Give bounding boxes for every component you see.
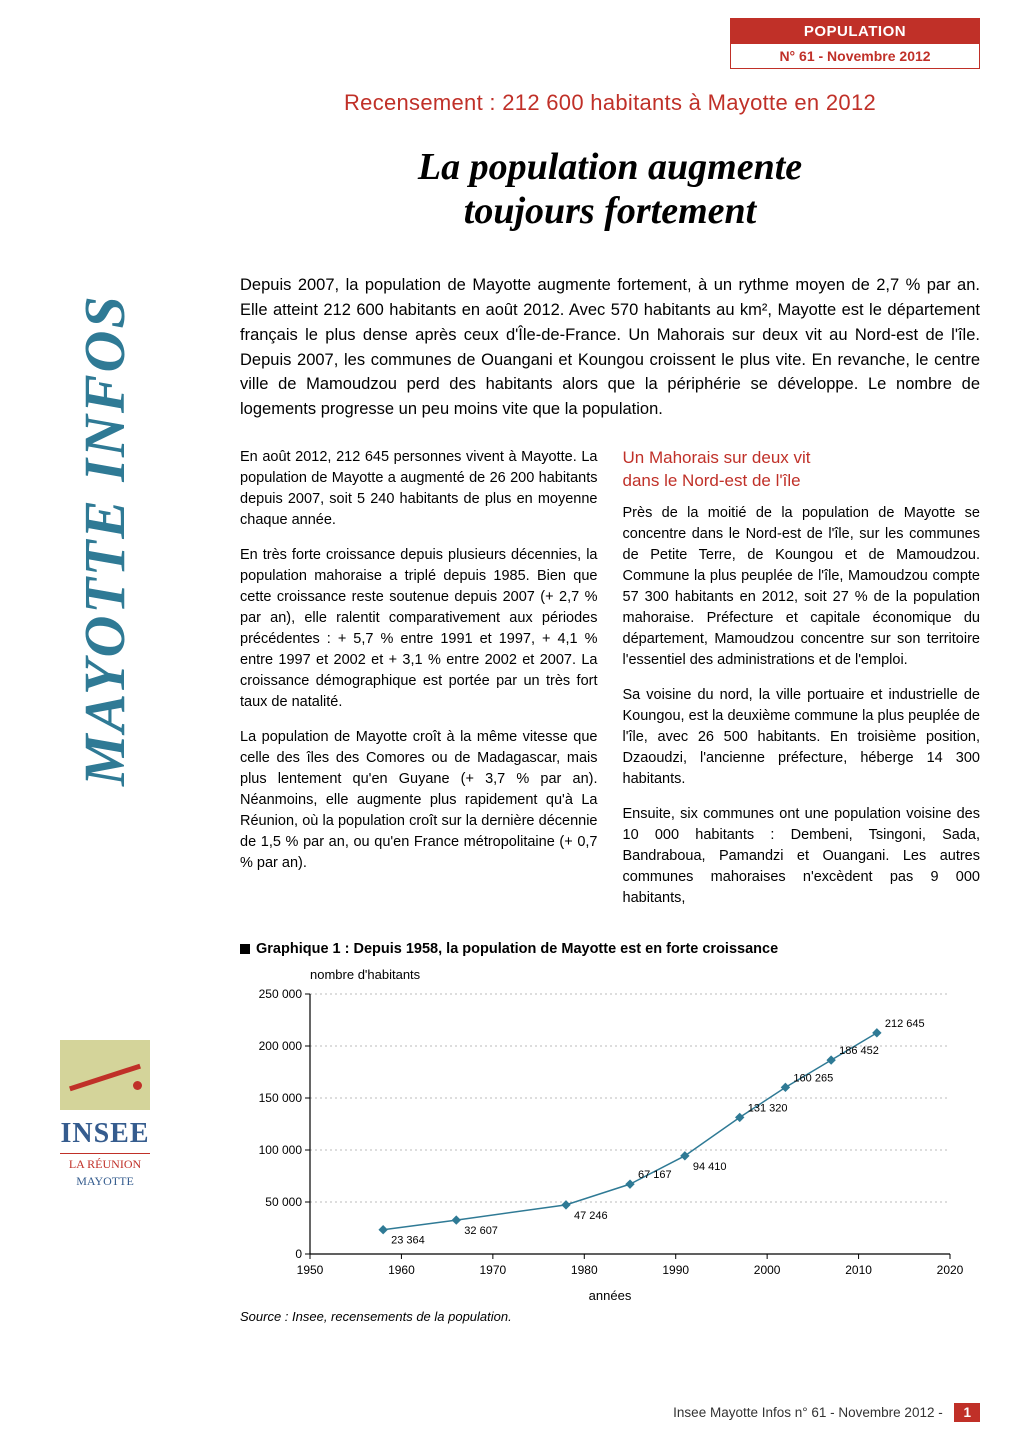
chart-xlabel: années — [240, 1288, 980, 1303]
svg-text:160 265: 160 265 — [793, 1072, 833, 1084]
title-line-2: toujours fortement — [464, 190, 756, 232]
title-line-1: La population augmente — [418, 146, 802, 188]
left-band: MAYOTTE INFOS INSEE LA RÉUNION MAYOTTE — [0, 0, 210, 1442]
vertical-title: MAYOTTE INFOS — [76, 80, 134, 1000]
chart-block: Graphique 1 : Depuis 1958, la population… — [240, 941, 980, 1324]
column-right: Un Mahorais sur deux vit dans le Nord-es… — [623, 447, 981, 923]
svg-text:67 167: 67 167 — [638, 1169, 672, 1181]
svg-text:2000: 2000 — [754, 1263, 781, 1277]
col2-p1: Près de la moitié de la population de Ma… — [623, 503, 981, 671]
chart-ylabel: nombre d'habitants — [310, 967, 980, 982]
svg-text:47 246: 47 246 — [574, 1210, 608, 1222]
svg-text:50 000: 50 000 — [265, 1195, 302, 1209]
col1-p3: La population de Mayotte croît à la même… — [240, 727, 598, 874]
col2-heading: Un Mahorais sur deux vit dans le Nord-es… — [623, 447, 981, 493]
header-box: POPULATION N° 61 - Novembre 2012 — [730, 18, 980, 69]
logo-subtitle-2: MAYOTTE — [60, 1174, 150, 1189]
chart-title: Graphique 1 : Depuis 1958, la population… — [240, 941, 980, 957]
col2-p2: Sa voisine du nord, la ville portuaire e… — [623, 685, 981, 790]
svg-text:250 000: 250 000 — [259, 987, 303, 1001]
header-category: POPULATION — [731, 19, 979, 44]
main-content: Recensement : 212 600 habitants à Mayott… — [240, 20, 980, 1324]
svg-text:150 000: 150 000 — [259, 1091, 303, 1105]
logo-subtitle-1: LA RÉUNION — [60, 1153, 150, 1172]
population-chart: 0 50 000 100 000 150 000 200 000 250 000 1950 1… — [240, 984, 970, 1284]
col1-p1: En août 2012, 212 645 personnes vivent à… — [240, 447, 598, 531]
insee-logo-icon — [60, 1040, 150, 1110]
square-bullet-icon — [240, 944, 250, 954]
svg-text:1960: 1960 — [388, 1263, 415, 1277]
col2-heading-l2: dans le Nord-est de l'île — [623, 471, 801, 490]
page: POPULATION N° 61 - Novembre 2012 MAYOTTE… — [0, 0, 1020, 1442]
svg-text:2020: 2020 — [937, 1263, 964, 1277]
logo-text: INSEE — [60, 1118, 150, 1150]
svg-text:186 452: 186 452 — [839, 1045, 879, 1057]
chart-title-text: Graphique 1 : Depuis 1958, la population… — [256, 941, 778, 957]
footer-text: Insee Mayotte Infos n° 61 - Novembre 201… — [673, 1405, 943, 1420]
logo-block: INSEE LA RÉUNION MAYOTTE — [60, 1040, 150, 1189]
svg-text:100 000: 100 000 — [259, 1143, 303, 1157]
svg-text:1990: 1990 — [662, 1263, 689, 1277]
svg-text:2010: 2010 — [845, 1263, 872, 1277]
col1-p2: En très forte croissance depuis plusieur… — [240, 545, 598, 713]
col2-p3: Ensuite, six communes ont une population… — [623, 804, 981, 909]
two-columns: En août 2012, 212 645 personnes vivent à… — [240, 447, 980, 923]
svg-text:32 607: 32 607 — [464, 1225, 498, 1237]
lead-paragraph: Depuis 2007, la population de Mayotte au… — [240, 273, 980, 422]
svg-text:200 000: 200 000 — [259, 1039, 303, 1053]
svg-text:0: 0 — [295, 1247, 302, 1261]
svg-text:23 364: 23 364 — [391, 1235, 425, 1247]
column-left: En août 2012, 212 645 personnes vivent à… — [240, 447, 598, 923]
header-issue: N° 61 - Novembre 2012 — [731, 44, 979, 68]
footer: Insee Mayotte Infos n° 61 - Novembre 201… — [673, 1403, 980, 1422]
svg-text:212 645: 212 645 — [885, 1018, 925, 1030]
col2-heading-l1: Un Mahorais sur deux vit — [623, 448, 811, 467]
pretitle: Recensement : 212 600 habitants à Mayott… — [240, 90, 980, 116]
main-title: La population augmente toujours fortemen… — [240, 146, 980, 233]
page-number: 1 — [954, 1403, 980, 1422]
svg-text:131 320: 131 320 — [748, 1102, 788, 1114]
svg-text:1980: 1980 — [571, 1263, 598, 1277]
svg-text:1970: 1970 — [480, 1263, 507, 1277]
svg-text:94 410: 94 410 — [693, 1161, 727, 1173]
svg-text:1950: 1950 — [297, 1263, 324, 1277]
chart-source: Source : Insee, recensements de la popul… — [240, 1309, 980, 1324]
